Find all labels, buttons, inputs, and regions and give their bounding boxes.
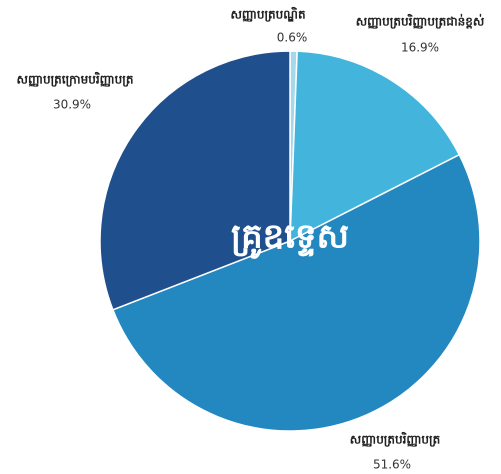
slice-value-label: 0.6% (277, 31, 308, 45)
slice-value-label: 51.6% (373, 458, 411, 472)
slice-label: សញ្ញាបត្របរិញ្ញាបត្រជាន់ខ្ពស់ (356, 14, 485, 30)
slice-label: សញ្ញាបត្របរិញ្ញាបត្រ (350, 432, 441, 448)
slice-label: សញ្ញាបត្របណ្ឌិត (230, 7, 306, 23)
pie-slice (289, 50, 461, 243)
slice-label: សញ្ញាបត្រក្រោមបរិញ្ញាបត្រ (17, 72, 134, 88)
slice-value-label: 30.9% (53, 98, 91, 112)
slice-value-label: 16.9% (401, 41, 439, 55)
pie (99, 50, 481, 432)
center-label: គ្រូឧទ្ទេស (231, 217, 349, 260)
pie-slice (99, 50, 291, 311)
pie-slice (111, 153, 481, 432)
